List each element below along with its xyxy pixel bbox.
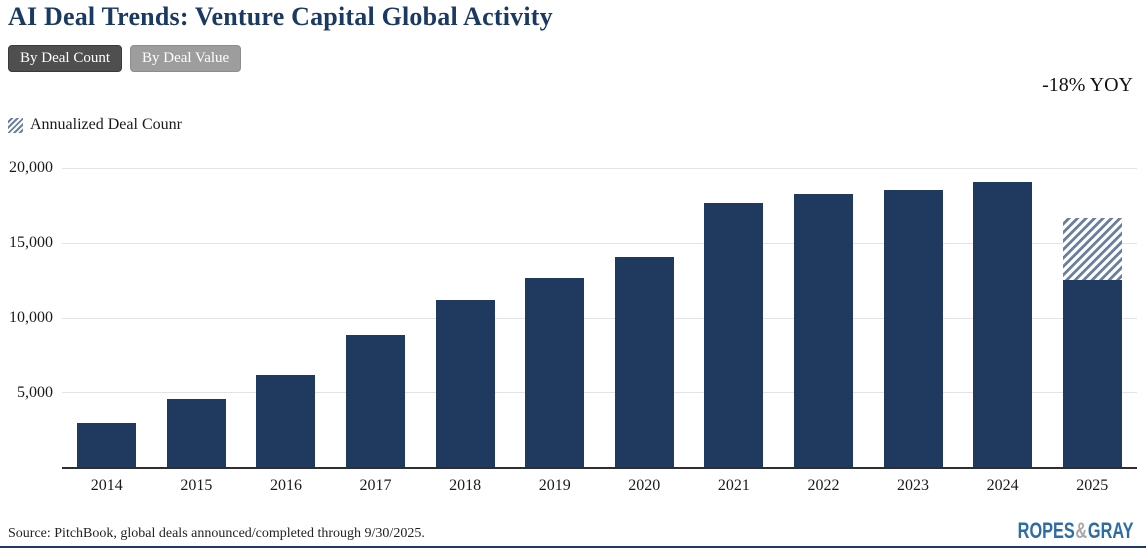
y-tick-label: 5,000 (17, 383, 53, 401)
gridline-20000: 20,000 (9, 159, 1137, 176)
x-tick-label-2022: 2022 (807, 477, 840, 494)
y-tick-label: 15,000 (9, 234, 53, 252)
bar-2017[interactable] (346, 334, 406, 468)
x-tick-label-2017: 2017 (359, 477, 392, 494)
by-deal-count-button[interactable]: By Deal Count (8, 45, 122, 72)
y-tick-label: 20,000 (9, 159, 53, 177)
bar-2019[interactable] (525, 278, 585, 468)
bar-2024[interactable] (973, 181, 1033, 468)
x-tick-label-2019: 2019 (538, 477, 571, 494)
gridline-15000: 15,000 (9, 234, 1137, 251)
source-note: Source: PitchBook, global deals announce… (8, 526, 425, 541)
x-tick-label-2016: 2016 (269, 477, 302, 494)
plot-area: 5,000 10,000 15,000 20,000 (9, 159, 1137, 468)
x-tick-label-2015: 2015 (180, 477, 213, 494)
logo-ampersand: & (1074, 518, 1087, 543)
bar-2023[interactable] (883, 189, 943, 468)
bar-2016[interactable] (256, 374, 316, 468)
bottom-accent-rule (0, 546, 1146, 548)
x-axis-line (62, 467, 1137, 469)
gridline-10000: 10,000 (9, 309, 1137, 326)
ropes-gray-logo: ROPES&GRAY (1017, 518, 1133, 544)
legend-label: Annualized Deal Counr (30, 116, 182, 133)
by-deal-value-button[interactable]: By Deal Value (130, 45, 242, 72)
logo-word2: GRAY (1087, 518, 1133, 543)
bar-2025[interactable] (1062, 280, 1122, 468)
x-tick-label-2023: 2023 (897, 477, 930, 494)
x-tick-label-2014: 2014 (90, 477, 123, 494)
x-tick-label-2020: 2020 (628, 477, 661, 494)
hatch-swatch-icon (8, 117, 23, 133)
page-title: AI Deal Trends: Venture Capital Global A… (8, 2, 553, 31)
x-tick-label-2018: 2018 (449, 477, 482, 494)
gridline-5000: 5,000 (17, 384, 1137, 401)
bar-2014[interactable] (77, 423, 137, 468)
bar-2021[interactable] (704, 203, 764, 468)
view-toggle-group: By Deal Count By Deal Value (8, 45, 242, 72)
yoy-annotation: -18% YOY (1042, 74, 1133, 96)
x-tick-label-2025: 2025 (1076, 477, 1109, 494)
legend: Annualized Deal Counr (8, 116, 182, 134)
annualized-bar-segment-2025[interactable] (1062, 218, 1122, 281)
logo-word1: ROPES (1017, 518, 1075, 543)
x-tick-label-2021: 2021 (717, 477, 750, 494)
bar-2015[interactable] (166, 399, 226, 468)
bar-2018[interactable] (435, 299, 495, 468)
y-tick-label: 10,000 (9, 309, 53, 326)
x-tick-label-2024: 2024 (986, 477, 1019, 494)
bar-2020[interactable] (614, 257, 674, 468)
bar-2022[interactable] (793, 194, 853, 468)
x-axis-labels: 2014 2015 2016 2017 2018 2019 2020 2021 2022 2023… (62, 477, 1137, 499)
